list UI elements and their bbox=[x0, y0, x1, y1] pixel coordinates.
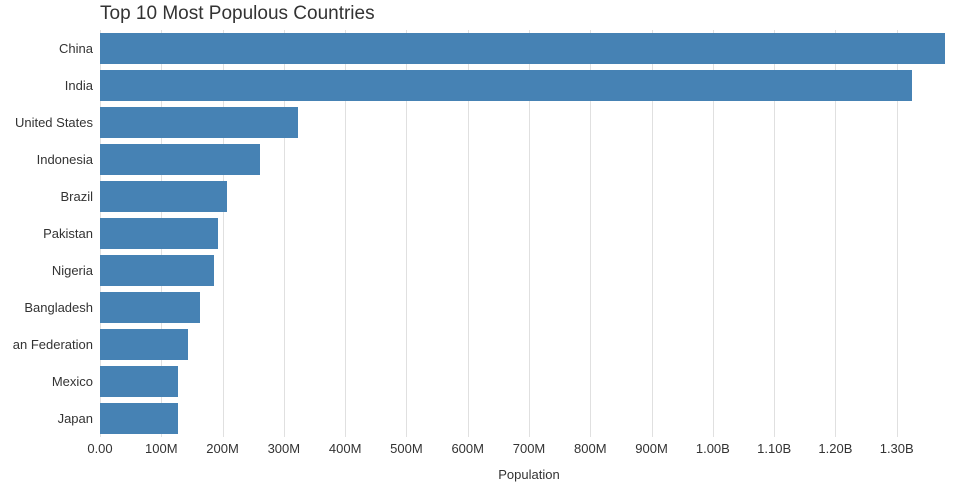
bar-row bbox=[100, 67, 958, 104]
bar bbox=[100, 32, 945, 65]
y-tick-label: Pakistan bbox=[43, 226, 93, 241]
bar-row bbox=[100, 252, 958, 289]
bar-row bbox=[100, 104, 958, 141]
bar-row bbox=[100, 363, 958, 400]
x-axis-title: Population bbox=[498, 467, 560, 482]
gridline bbox=[345, 30, 347, 437]
x-tick-label: 600M bbox=[451, 441, 484, 456]
y-tick-label: Bangladesh bbox=[24, 300, 93, 315]
y-tick-label: an Federation bbox=[12, 337, 93, 352]
y-tick-label: Japan bbox=[57, 411, 93, 426]
bar-row bbox=[100, 326, 958, 363]
bar-row bbox=[100, 178, 958, 215]
y-axis-labels: China India United States Indonesia Brazil Pa… bbox=[0, 30, 93, 437]
gridline bbox=[467, 30, 469, 437]
gridline bbox=[406, 30, 408, 437]
gridline bbox=[222, 30, 224, 437]
x-tick-label: 700M bbox=[512, 441, 546, 456]
gridline bbox=[835, 30, 837, 437]
x-tick-label: 200M bbox=[206, 441, 239, 456]
gridline bbox=[590, 30, 592, 437]
y-tick-label: India bbox=[64, 78, 93, 93]
gridlines bbox=[100, 30, 958, 437]
bar bbox=[100, 365, 179, 398]
x-tick-label: 300M bbox=[267, 441, 301, 456]
gridline bbox=[774, 30, 776, 437]
bar bbox=[100, 69, 912, 102]
x-tick-label: 100M bbox=[145, 441, 178, 456]
bar-row bbox=[100, 30, 958, 67]
x-tick-label: 1.30B bbox=[879, 441, 914, 456]
bar bbox=[100, 328, 189, 361]
x-tick-label: 1.10B bbox=[757, 441, 792, 456]
gridline bbox=[712, 30, 714, 437]
chart-title: Top 10 Most Populous Countries bbox=[100, 3, 375, 24]
bar-row bbox=[100, 215, 958, 252]
gridline bbox=[283, 30, 285, 437]
x-tick-label: 500M bbox=[390, 441, 423, 456]
y-tick-label: China bbox=[59, 41, 93, 56]
x-tick-label: 900M bbox=[635, 441, 668, 456]
bar bbox=[100, 217, 219, 250]
y-tick-label: United States bbox=[14, 115, 93, 130]
x-tick-label: 1.00B bbox=[695, 441, 730, 456]
gridline bbox=[529, 30, 530, 437]
y-tick-label: Brazil bbox=[60, 189, 93, 204]
y-tick-label: Nigeria bbox=[51, 263, 93, 278]
plot-area bbox=[100, 30, 958, 437]
bar-row bbox=[100, 141, 958, 178]
y-tick-label: Mexico bbox=[51, 374, 93, 389]
bar bbox=[100, 402, 178, 435]
bar bbox=[100, 180, 228, 213]
bar-row bbox=[100, 289, 958, 326]
x-tick-label: 0.00 bbox=[87, 441, 113, 456]
gridline bbox=[651, 30, 653, 437]
bar bbox=[100, 291, 200, 324]
x-tick-label: 1.20B bbox=[818, 441, 853, 456]
x-tick-label: 800M bbox=[574, 441, 607, 456]
bar bbox=[100, 143, 261, 176]
y-tick-label: Indonesia bbox=[36, 152, 93, 167]
bar-rows bbox=[100, 30, 958, 437]
bar bbox=[100, 106, 298, 139]
x-tick-label: 400M bbox=[328, 441, 362, 456]
gridline bbox=[896, 30, 898, 437]
bar bbox=[100, 254, 214, 287]
bar-row bbox=[100, 400, 958, 437]
x-axis-ticks: 0.00 100M 200M 300M 400M 500M 600M 700M 800M 900M… bbox=[87, 441, 958, 457]
